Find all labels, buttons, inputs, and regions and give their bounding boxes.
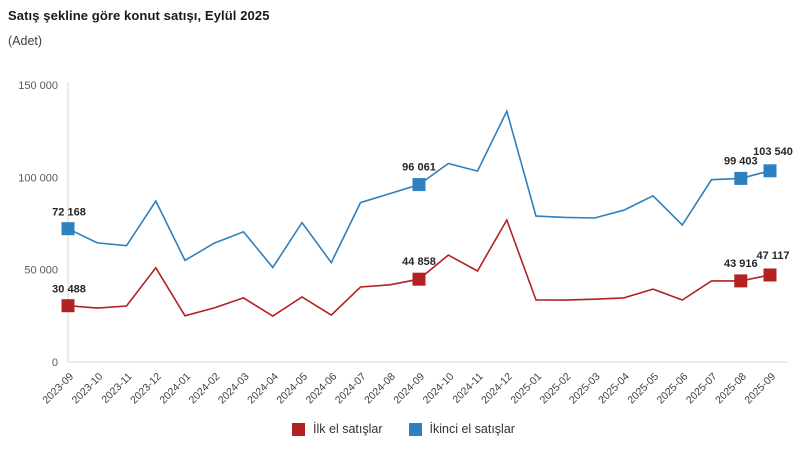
data-point-marker [61,222,75,236]
data-point-marker [61,299,75,313]
legend-label: İlk el satışlar [313,422,383,436]
x-axis-tick-label: 2025-09 [742,371,778,407]
legend-item-ilk-el-satislar[interactable]: İlk el satışlar [292,422,383,436]
data-point-marker [412,178,426,192]
legend-swatch-blue-icon [408,422,422,436]
y-axis-tick-label: 0 [52,357,58,369]
y-axis-tick-label: 50 000 [24,265,58,277]
x-axis-tick-label: 2025-05 [625,371,661,407]
x-axis-tick-label: 2024-09 [391,371,427,407]
x-axis-tick-label: 2023-09 [40,371,76,407]
chart-unit-subtitle: (Adet) [8,34,43,48]
chart-title: Satış şekline göre konut satışı, Eylül 2… [8,8,270,23]
x-axis-tick-label: 2025-07 [684,371,720,407]
x-axis-tick-label: 2024-07 [333,371,369,407]
data-point-marker [734,274,748,288]
data-point-label: 44 858 [402,256,436,268]
x-axis-tick-label: 2024-04 [245,371,281,407]
data-point-marker [734,171,748,185]
x-axis-tick-label: 2023-12 [128,371,164,407]
data-point-label: 30 488 [52,284,86,296]
x-axis-tick-label: 2023-10 [70,371,106,407]
x-axis-tick-label: 2024-03 [216,371,252,407]
data-point-label: 103 540 [753,146,793,158]
x-axis-tick-label: 2024-02 [187,371,223,407]
data-point-label: 43 916 [724,258,758,270]
x-axis-tick-label: 2025-06 [655,371,691,407]
legend-item-ikinci-el-satislar[interactable]: İkinci el satışlar [408,422,515,436]
x-axis-tick-label: 2025-03 [567,371,603,407]
legend-label: İkinci el satışlar [429,422,515,436]
x-axis-tick-label: 2025-01 [508,371,544,407]
x-axis-tick-label: 2024-06 [304,371,340,407]
data-point-label: 96 061 [402,162,436,174]
data-point-label: 47 117 [756,250,789,262]
legend-swatch-red-icon [292,422,306,436]
x-axis-tick-label: 2024-05 [274,371,310,407]
x-axis-tick-label: 2024-12 [479,371,515,407]
data-point-marker [763,164,777,178]
x-axis-tick-label: 2025-02 [538,371,574,407]
x-axis-tick-label: 2025-04 [596,371,632,407]
x-axis-tick-label: 2025-08 [713,371,749,407]
x-axis-tick-label: 2024-08 [362,371,398,407]
x-axis-tick-label: 2024-01 [157,371,193,407]
y-axis-tick-label: 100 000 [18,172,58,184]
data-point-marker [763,268,777,282]
data-point-label: 99 403 [724,155,758,167]
data-point-marker [412,272,426,286]
y-axis-tick-label: 150 000 [18,80,58,92]
x-axis-tick-label: 2024-10 [421,371,457,407]
data-point-label: 72 168 [52,207,86,219]
chart-legend: İlk el satışlar İkinci el satışlar [0,422,807,436]
